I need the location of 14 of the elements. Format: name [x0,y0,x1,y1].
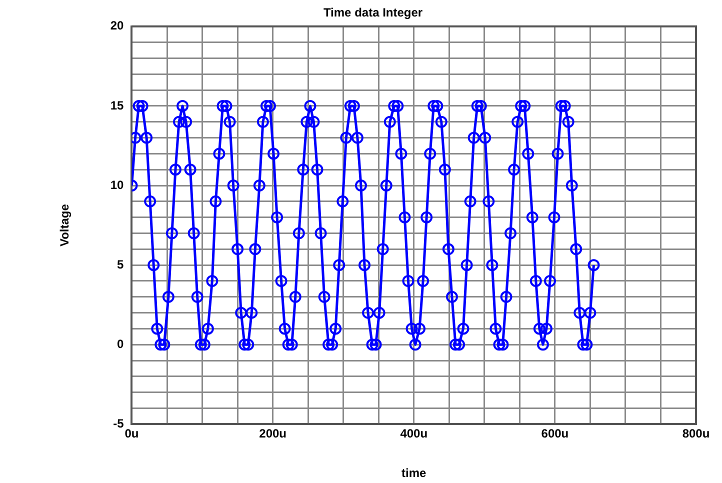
y-tick-label: 20 [110,18,124,33]
y-tick-label: 5 [117,257,124,272]
x-tick-label: 200u [259,426,286,441]
y-tick-label: 0 [117,336,124,351]
x-tick-label: 0u [124,426,139,441]
chart-title: Time data Integer [323,6,423,20]
y-axis-title: Voltage [58,204,72,247]
y-tick-label: -5 [113,416,124,431]
x-tick-label: 600u [541,426,569,441]
y-tick-label: 15 [110,98,124,112]
x-tick-label: 400u [400,426,428,441]
x-axis-title: time [402,466,427,480]
y-tick-label: 10 [110,178,124,192]
x-tick-label: 800u [682,426,710,441]
